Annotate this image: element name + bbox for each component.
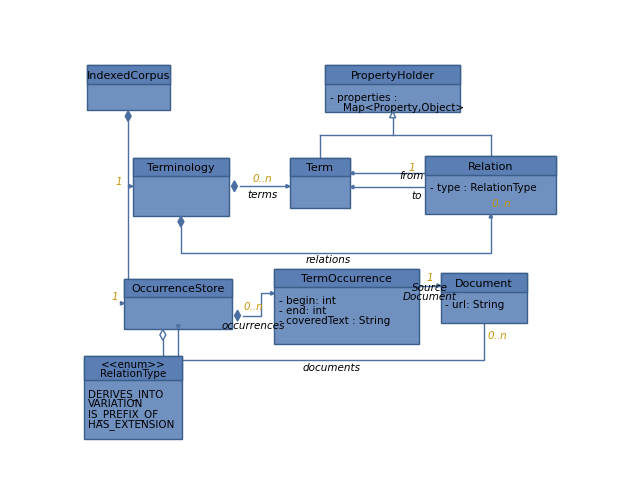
Text: occurrences: occurrences xyxy=(221,320,285,330)
Bar xyxy=(83,356,182,439)
Text: OccurrenceStore: OccurrenceStore xyxy=(131,284,225,294)
Text: - coveredText : String: - coveredText : String xyxy=(279,315,391,325)
Polygon shape xyxy=(235,311,240,322)
Text: IS_PREFIX_OF: IS_PREFIX_OF xyxy=(88,408,158,419)
Text: relations: relations xyxy=(305,254,351,264)
Text: Map<Property,Object>: Map<Property,Object> xyxy=(330,102,464,112)
Text: documents: documents xyxy=(302,363,360,373)
Bar xyxy=(124,279,232,329)
Bar xyxy=(133,158,229,177)
Text: terms: terms xyxy=(247,189,277,199)
Polygon shape xyxy=(389,112,396,119)
Polygon shape xyxy=(437,285,441,288)
Text: 1: 1 xyxy=(427,273,433,283)
Polygon shape xyxy=(129,185,133,189)
Bar xyxy=(441,274,527,292)
Polygon shape xyxy=(125,112,131,122)
Text: 1: 1 xyxy=(408,163,415,173)
Bar xyxy=(274,269,419,345)
Text: Document: Document xyxy=(403,291,457,301)
Text: 0..n: 0..n xyxy=(492,199,512,209)
Bar xyxy=(86,66,170,85)
Polygon shape xyxy=(489,214,493,218)
Bar xyxy=(326,66,460,112)
Bar xyxy=(133,158,229,216)
Text: TermOccurrence: TermOccurrence xyxy=(302,274,392,284)
Bar xyxy=(274,269,419,288)
Text: to: to xyxy=(411,190,422,200)
Text: PropertyHolder: PropertyHolder xyxy=(351,71,435,81)
Text: IndexedCorpus: IndexedCorpus xyxy=(86,71,170,81)
Bar xyxy=(326,66,460,85)
Bar xyxy=(441,274,527,324)
Text: <<enum>>: <<enum>> xyxy=(100,359,165,369)
Text: 0..n: 0..n xyxy=(252,173,272,183)
Text: HAS_EXTENSION: HAS_EXTENSION xyxy=(88,418,175,429)
Bar xyxy=(290,158,350,177)
Text: 0..n: 0..n xyxy=(243,302,262,312)
Polygon shape xyxy=(350,172,354,175)
Text: Term: Term xyxy=(307,163,333,173)
Text: Source: Source xyxy=(412,283,448,293)
Text: Document: Document xyxy=(455,278,513,288)
Bar xyxy=(425,157,557,214)
Bar xyxy=(425,157,557,175)
Text: RelationType: RelationType xyxy=(100,368,166,378)
Text: - type : RelationType: - type : RelationType xyxy=(430,183,536,193)
Bar xyxy=(83,356,182,381)
Text: - properties :: - properties : xyxy=(330,92,398,102)
Polygon shape xyxy=(178,217,184,227)
Text: - begin: int: - begin: int xyxy=(279,295,336,305)
Bar xyxy=(86,66,170,111)
Polygon shape xyxy=(121,302,124,306)
Polygon shape xyxy=(177,325,180,329)
Text: from: from xyxy=(399,170,424,180)
Text: - url: String: - url: String xyxy=(445,300,505,310)
Text: 1: 1 xyxy=(115,176,122,186)
Polygon shape xyxy=(232,181,237,192)
Text: Terminology: Terminology xyxy=(147,163,215,173)
Text: 0..n: 0..n xyxy=(488,330,508,340)
Polygon shape xyxy=(271,292,274,296)
Bar xyxy=(290,158,350,208)
Text: Relation: Relation xyxy=(468,161,514,171)
Text: - end: int: - end: int xyxy=(279,305,326,315)
Bar xyxy=(124,279,232,298)
Text: DERIVES_INTO: DERIVES_INTO xyxy=(88,388,163,399)
Text: VARIATION: VARIATION xyxy=(88,398,143,408)
Polygon shape xyxy=(286,185,290,189)
Polygon shape xyxy=(160,330,166,341)
Text: 1: 1 xyxy=(112,291,119,301)
Polygon shape xyxy=(350,186,354,189)
